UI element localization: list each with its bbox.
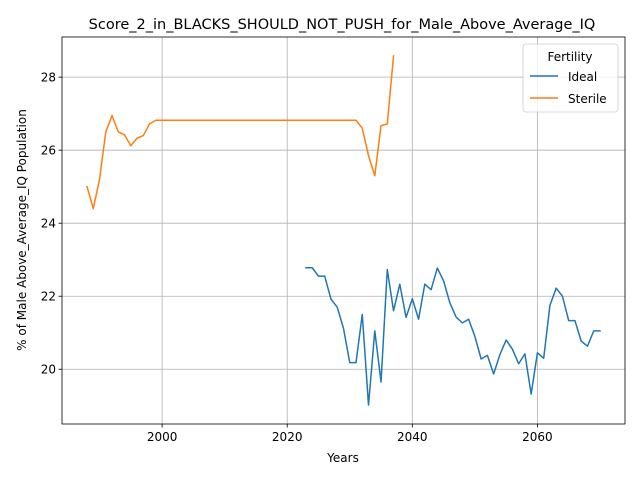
y-tick-label: 22	[41, 290, 56, 304]
legend-label-ideal: Ideal	[568, 70, 597, 84]
series-layer	[86, 55, 601, 406]
series-line-sterile	[86, 55, 395, 210]
chart-title: Score_2_in_BLACKS_SHOULD_NOT_PUSH_for_Ma…	[89, 17, 596, 33]
x-tick-label: 2000	[147, 430, 178, 444]
legend-title: Fertility	[547, 50, 592, 64]
y-axis-label: % of Male Above_Average_IQ Population	[15, 109, 29, 351]
legend: Fertility Ideal Sterile	[522, 43, 619, 113]
x-tick-label: 2060	[522, 430, 553, 444]
y-tick-label: 28	[41, 71, 56, 85]
x-axis: 2000 2020 2040 2060	[147, 424, 553, 444]
x-tick-label: 2040	[397, 430, 428, 444]
legend-label-sterile: Sterile	[568, 92, 607, 106]
y-tick-label: 24	[41, 217, 56, 231]
y-axis: 20 22 24 26 28	[41, 71, 62, 377]
y-tick-label: 20	[41, 363, 56, 377]
y-tick-label: 26	[41, 144, 56, 158]
legend-box	[522, 43, 619, 113]
x-axis-label: Years	[326, 451, 359, 465]
x-tick-label: 2020	[272, 430, 303, 444]
plot-frame	[61, 36, 626, 425]
series-line-ideal	[305, 266, 601, 406]
